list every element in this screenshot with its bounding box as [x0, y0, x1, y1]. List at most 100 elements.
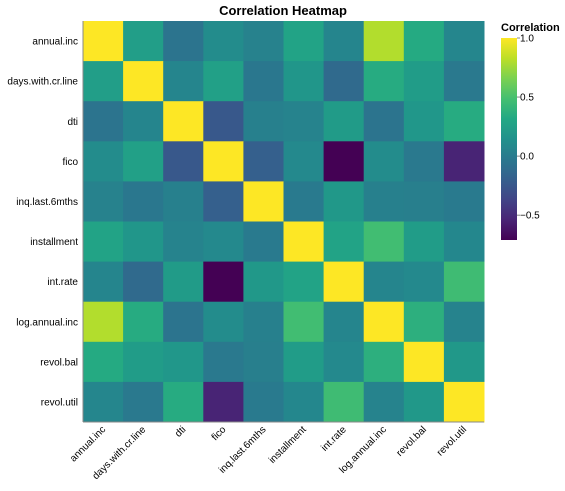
legend-tick-label: −0.5 — [520, 211, 540, 222]
heatmap-cell — [83, 341, 124, 383]
heatmap-cell — [83, 141, 124, 182]
heatmap-cell — [123, 61, 164, 102]
heatmap-cells — [83, 21, 485, 423]
heatmap-cell — [443, 101, 485, 142]
y-tick-label: dti — [67, 117, 78, 128]
legend-tick-label: 0.5 — [520, 93, 534, 104]
heatmap-cell — [283, 221, 325, 263]
x-tick-label: installment — [267, 424, 309, 466]
y-axis-tick-labels: annual.inc days.with.cr.line dti fico inq.la… — [7, 37, 78, 409]
y-tick-label: installment — [30, 237, 78, 248]
y-tick-label: log.annual.inc — [16, 317, 78, 328]
heatmap-cell — [163, 341, 204, 383]
heatmap-cell — [83, 221, 124, 263]
heatmap-cell — [443, 221, 485, 263]
heatmap-cell — [83, 261, 124, 303]
heatmap-cell — [123, 221, 164, 263]
heatmap-cell — [163, 141, 204, 182]
heatmap-cell — [363, 181, 405, 222]
y-tick-label: revol.bal — [40, 357, 78, 368]
heatmap-cell — [163, 221, 204, 263]
heatmap-cell — [443, 141, 485, 182]
y-tick-label: inq.last.6mths — [16, 197, 78, 208]
heatmap-cell — [83, 181, 124, 222]
heatmap-cell — [243, 261, 284, 303]
heatmap-cell — [83, 101, 124, 142]
axes — [82, 21, 484, 423]
heatmap-cell — [443, 261, 485, 303]
heatmap-cell — [163, 381, 204, 423]
heatmap-cell — [283, 381, 325, 423]
heatmap-cell — [243, 221, 284, 263]
heatmap-cell — [283, 101, 325, 142]
heatmap-cell — [203, 101, 244, 142]
heatmap-cell — [403, 261, 445, 303]
heatmap-cell — [363, 221, 405, 263]
heatmap-cell — [163, 261, 204, 303]
heatmap-cell — [443, 381, 485, 423]
heatmap-cell — [243, 301, 284, 343]
chart-title: Correlation Heatmap — [219, 3, 347, 18]
heatmap-cell — [163, 181, 204, 222]
heatmap-cell — [83, 61, 124, 102]
heatmap-cell — [203, 21, 244, 62]
heatmap-cell — [163, 61, 204, 102]
heatmap-cell — [403, 181, 445, 222]
heatmap-cell — [323, 21, 365, 62]
heatmap-cell — [123, 261, 164, 303]
heatmap-cell — [403, 141, 445, 182]
y-tick-label: revol.util — [41, 397, 78, 408]
y-tick-label: int.rate — [47, 277, 78, 288]
heatmap-cell — [203, 221, 244, 263]
heatmap-cell — [123, 141, 164, 182]
legend-title: Correlation — [501, 22, 560, 34]
heatmap-cell — [443, 181, 485, 222]
legend-tick-label: 1.0 — [520, 34, 534, 45]
heatmap-cell — [323, 261, 365, 303]
heatmap-cell — [403, 61, 445, 102]
legend-ticks: 1.0 0.5 0.0 −0.5 — [517, 34, 540, 222]
heatmap-cell — [123, 181, 164, 222]
heatmap-cell — [163, 101, 204, 142]
heatmap-cell — [443, 301, 485, 343]
heatmap-cell — [363, 61, 405, 102]
heatmap-cell — [323, 101, 365, 142]
heatmap-cell — [363, 101, 405, 142]
heatmap-cell — [83, 381, 124, 423]
heatmap-cell — [203, 261, 244, 303]
heatmap-cell — [123, 101, 164, 142]
heatmap-cell — [123, 341, 164, 383]
heatmap-cell — [83, 301, 124, 343]
heatmap-cell — [363, 141, 405, 182]
x-tick-label: fico — [210, 424, 229, 443]
heatmap-cell — [323, 341, 365, 383]
heatmap-cell — [203, 341, 244, 383]
heatmap-cell — [243, 101, 284, 142]
heatmap-cell — [363, 301, 405, 343]
heatmap-cell — [163, 21, 204, 62]
heatmap-cell — [203, 381, 244, 423]
heatmap-cell — [443, 61, 485, 102]
color-legend: Correlation 1.0 0.5 0.0 −0.5 — [501, 22, 560, 240]
x-tick-label: annual.inc — [68, 424, 108, 464]
heatmap-cell — [123, 381, 164, 423]
heatmap-cell — [323, 141, 365, 182]
heatmap-cell — [323, 181, 365, 222]
heatmap-cell — [243, 61, 284, 102]
heatmap-cell — [283, 341, 325, 383]
heatmap-cell — [83, 21, 124, 62]
x-tick-label: revol.bal — [394, 424, 429, 459]
heatmap-cell — [363, 381, 405, 423]
heatmap-cell — [403, 21, 445, 62]
heatmap-cell — [403, 341, 445, 383]
heatmap-cell — [243, 181, 284, 222]
legend-tick-label: 0.0 — [520, 152, 534, 163]
heatmap-cell — [283, 261, 325, 303]
heatmap-cell — [403, 301, 445, 343]
heatmap-cell — [363, 21, 405, 62]
heatmap-cell — [123, 21, 164, 62]
heatmap-cell — [403, 221, 445, 263]
heatmap-cell — [203, 181, 244, 222]
